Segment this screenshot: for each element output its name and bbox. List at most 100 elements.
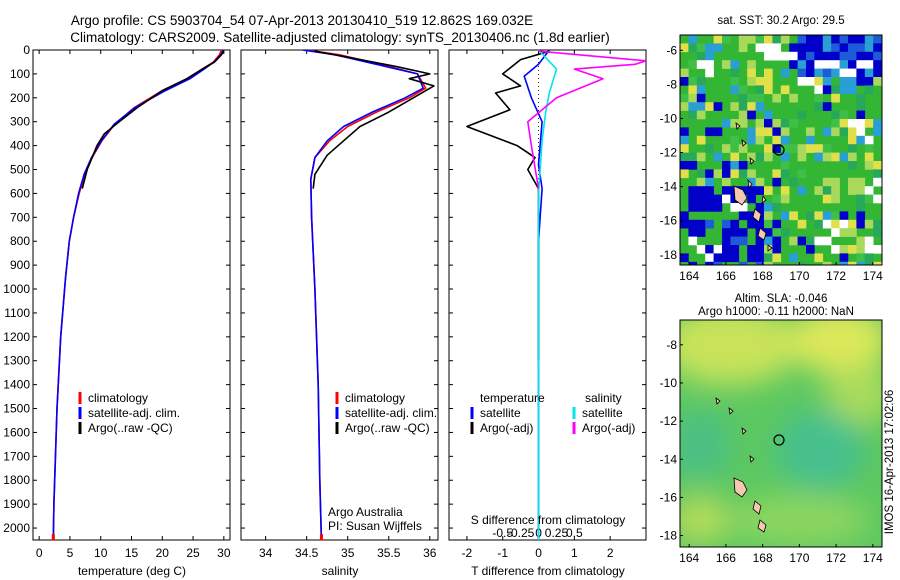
timestamp: IMOS 16-Apr-2013 17:02:06: [884, 390, 896, 534]
sst-cell: [873, 161, 882, 170]
sst-cell: [772, 253, 782, 263]
legend-satellite-label: satellite-adj. clim.: [345, 406, 437, 420]
x2-tick-label: -0.25: [507, 526, 535, 540]
sst-cell: [772, 236, 782, 246]
sla-map-title: Altim. SLA: -0.046: [735, 293, 828, 305]
sst-cell: [822, 43, 832, 53]
island: [735, 122, 741, 130]
sst-cell: [713, 43, 723, 53]
sst-cell: [822, 127, 832, 137]
sst-cell: [688, 77, 698, 86]
sst-cell: [856, 51, 866, 61]
sst-cell: [680, 127, 689, 137]
sst-cell: [713, 253, 723, 263]
sst-cell: [873, 51, 882, 61]
sst-cell: [738, 228, 748, 237]
sst-cell: [797, 169, 807, 179]
salinity-lines: [302, 50, 435, 540]
sst-cell: [705, 194, 714, 204]
y-tick-label: 1300: [3, 354, 30, 368]
sst-cell: [780, 35, 790, 44]
sst-cell: [696, 51, 706, 61]
sst-cell: [873, 261, 882, 265]
sst-cell: [806, 211, 815, 221]
map-x-tick-label: 170: [789, 551, 809, 565]
header-line-1: Argo profile: CS 5903704_54 07-Apr-2013 …: [71, 13, 533, 28]
sst-cell: [797, 68, 807, 78]
y-tick-label: 900: [10, 258, 30, 272]
sst-cell: [772, 194, 782, 204]
sst-cell: [755, 127, 765, 137]
map-y-tick-label: -14: [660, 452, 678, 466]
sst-cell: [713, 245, 723, 254]
sst-cell: [881, 43, 882, 53]
map-y-tick-label: -16: [660, 490, 678, 504]
sst-cell: [688, 93, 698, 103]
x-tick-label: 5: [67, 546, 74, 560]
sst-cell: [780, 85, 790, 95]
map-x-tick-label: 168: [753, 269, 773, 283]
sst-cell: [680, 219, 689, 229]
sst-cell: [738, 119, 748, 128]
sst-cell: [814, 219, 824, 229]
sst-cells: [680, 35, 882, 265]
sst-cell: [839, 127, 849, 137]
sst-cell: [772, 144, 782, 153]
sst-cell: [881, 60, 882, 69]
sst-cell: [814, 51, 824, 61]
sst-cell: [789, 236, 798, 246]
sst-cell: [772, 127, 782, 137]
sst-cell: [873, 119, 882, 128]
y-tick-label: 300: [10, 115, 30, 129]
sst-map-frame: [679, 34, 883, 266]
sst-cell: [722, 169, 731, 179]
sst-cell: [881, 236, 882, 246]
sst-cell: [747, 219, 756, 229]
sst-cell: [806, 127, 815, 137]
sst-cell: [755, 177, 765, 187]
sst-cell: [755, 203, 765, 212]
sst-cell: [856, 93, 866, 103]
sst-cell: [856, 194, 866, 204]
sst-cell: [864, 261, 874, 265]
sst-cell: [831, 85, 840, 95]
sst-cell: [722, 35, 731, 44]
sst-cell: [705, 60, 714, 69]
sst-cell: [848, 35, 857, 44]
sst-cell: [764, 119, 773, 128]
credit-pi: PI: Susan Wijffels: [328, 519, 422, 533]
sst-cell: [688, 161, 698, 170]
sst-map-ticks: 164 166 168 170 172 174 -6 -8 -10 -12 -14 -16 -18: [660, 43, 883, 283]
sst-cell: [747, 152, 756, 162]
sst-cell: [831, 35, 840, 44]
sst-cell: [705, 203, 714, 212]
y-tick-label: 1600: [3, 425, 30, 439]
sst-cell: [848, 245, 857, 254]
sst-cell: [688, 236, 698, 246]
sst-cell: [705, 51, 714, 61]
x-tick-label: 15: [125, 546, 139, 560]
sst-cell: [764, 203, 773, 212]
sst-cell: [688, 43, 698, 53]
island: [733, 185, 748, 206]
x-tick-label: -2: [462, 546, 473, 560]
sst-cell: [848, 152, 857, 162]
sst-cell: [722, 236, 731, 246]
sst-cell: [722, 144, 731, 153]
sst-cell: [688, 219, 698, 229]
sst-cell: [780, 127, 790, 137]
sst-cell: [772, 119, 782, 128]
y-tick-label: 200: [10, 91, 30, 105]
sst-cell: [856, 177, 866, 187]
sst-cell: [688, 85, 698, 95]
sst-cell: [848, 177, 857, 187]
sst-cell: [831, 186, 840, 195]
sst-cell: [730, 68, 740, 78]
sst-cell: [839, 219, 849, 229]
sst-cell: [755, 77, 765, 86]
sst-cell: [856, 245, 866, 254]
sst-cell: [873, 35, 882, 44]
salinity-ticks: 34 34.5 35 35.5 36: [241, 49, 438, 560]
map-x-tick-label: 164: [679, 551, 699, 565]
sst-cell: [738, 211, 748, 221]
